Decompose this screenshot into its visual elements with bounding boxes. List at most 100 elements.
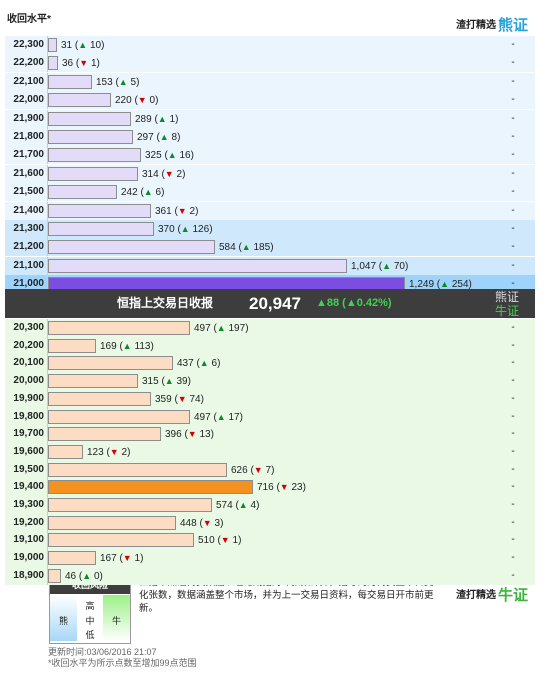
bear-row: 21,700 325 (▲ 16) - — [5, 146, 535, 164]
up-arrow-icon: ▲ — [241, 242, 251, 252]
bull-close-paren: ) — [127, 447, 131, 458]
bear-dash: - — [511, 205, 515, 216]
bull-dash: - — [511, 481, 515, 492]
bear-divider — [47, 36, 48, 54]
bear-level: 21,100 — [13, 260, 44, 271]
bull-count: 716 — [257, 482, 274, 493]
bear-bar — [48, 148, 141, 162]
bull-divider — [47, 514, 48, 532]
bull-row: 19,300 574 (▲ 4) - — [5, 496, 535, 514]
bear-row: 21,800 297 (▲ 8) - — [5, 128, 535, 146]
bull-count: 169 — [100, 341, 117, 352]
banner-bull-label: 牛证 — [495, 304, 520, 318]
up-arrow-icon: ▲ — [238, 500, 248, 510]
bear-level: 21,300 — [13, 223, 44, 234]
bull-close-paren: ) — [150, 341, 154, 352]
bull-open-paren: ( — [116, 341, 123, 352]
bear-dash: - — [511, 241, 515, 252]
bull-open-paren: ( — [196, 518, 203, 529]
legend-mid: 中 — [85, 616, 95, 626]
bear-change: 1 — [169, 114, 176, 125]
bull-value: 437 (▲ 6) — [177, 354, 220, 372]
bear-close-paren: ) — [270, 242, 274, 253]
bull-divider — [47, 496, 48, 514]
bull-value: 315 (▲ 39) — [142, 372, 191, 390]
bull-close-paren: ) — [187, 376, 191, 387]
bull-close-paren: ) — [210, 429, 214, 440]
bear-open-paren: ( — [158, 169, 165, 180]
up-arrow-icon: ▲ — [157, 114, 167, 124]
bull-close-paren: ) — [99, 571, 103, 582]
bull-open-paren: ( — [210, 412, 217, 423]
bear-close-paren: ) — [190, 150, 194, 161]
up-arrow-icon: ▲ — [82, 571, 92, 581]
bull-dash: - — [511, 322, 515, 333]
bull-bar — [48, 410, 190, 424]
bear-bar — [48, 93, 111, 107]
up-arrow-icon: ▲ — [216, 323, 226, 333]
bear-change: 16 — [179, 150, 191, 161]
bull-divider — [47, 354, 48, 372]
bull-level: 19,700 — [13, 428, 44, 439]
bull-value: 359 (▼ 74) — [155, 390, 204, 408]
bull-dash: - — [511, 428, 515, 439]
brand-bear-label: 熊证 — [497, 17, 528, 34]
bear-dash: - — [511, 39, 515, 50]
bull-open-paren: ( — [171, 394, 178, 405]
bear-count: 1,249 — [409, 279, 435, 290]
bull-level: 19,900 — [13, 393, 44, 404]
bear-count: 31 — [61, 40, 73, 51]
bull-level: 19,300 — [13, 499, 44, 510]
bear-value: 220 (▼ 0) — [115, 91, 158, 109]
up-arrow-icon: ▲ — [164, 376, 174, 386]
hsi-close-banner: 恒指上交易日收报 20,947 ▲88 (▲0.42%) 熊证 牛证 — [5, 289, 535, 318]
down-arrow-icon: ▼ — [177, 206, 187, 216]
bull-close-paren: ) — [302, 482, 306, 493]
up-arrow-icon: ▲ — [159, 132, 169, 142]
bear-open-paren: ( — [73, 58, 80, 69]
bull-value: 497 (▲ 17) — [194, 408, 243, 426]
bear-change: 2 — [176, 169, 183, 180]
down-arrow-icon: ▼ — [202, 518, 212, 528]
bear-dash: - — [511, 223, 515, 234]
bear-bar — [48, 112, 131, 126]
bear-count: 297 — [137, 132, 154, 143]
bull-bar — [48, 533, 194, 547]
bear-row: 21,100 1,047 (▲ 70) - — [5, 257, 535, 275]
bull-row: 19,600 123 (▼ 2) - — [5, 443, 535, 461]
bull-divider — [47, 478, 48, 496]
legend-bear: 熊 — [58, 616, 68, 626]
bull-bar — [48, 498, 212, 512]
bull-value: 448 (▼ 3) — [180, 514, 223, 532]
down-arrow-icon: ▼ — [79, 58, 89, 68]
bear-row: 21,600 314 (▼ 2) - — [5, 165, 535, 183]
bear-bar — [48, 38, 57, 52]
bear-divider — [47, 165, 48, 183]
bull-open-paren: ( — [247, 465, 254, 476]
legend-bull-gradient — [103, 595, 130, 641]
bear-open-paren: ( — [151, 114, 158, 125]
bull-change: 17 — [228, 412, 240, 423]
bear-close-paren: ) — [96, 58, 100, 69]
bull-row: 19,500 626 (▼ 7) - — [5, 461, 535, 479]
bull-open-paren: ( — [232, 500, 239, 511]
bull-count: 46 — [65, 571, 77, 582]
bear-divider — [47, 275, 48, 293]
bear-change: 1 — [90, 58, 97, 69]
bull-divider — [47, 425, 48, 443]
bear-count: 153 — [96, 77, 113, 88]
bull-divider — [47, 337, 48, 355]
bear-divider — [47, 238, 48, 256]
bear-dash: - — [511, 149, 515, 160]
bull-level: 19,500 — [13, 464, 44, 475]
bull-close-paren: ) — [239, 412, 243, 423]
bull-change: 6 — [211, 358, 218, 369]
bear-value: 31 (▲ 10) — [61, 36, 104, 54]
bull-level: 19,800 — [13, 411, 44, 422]
up-arrow-icon: ▲ — [216, 412, 226, 422]
bear-open-paren: ( — [171, 206, 178, 217]
legend-bull: 牛 — [111, 616, 121, 626]
brand-bull-label: 牛证 — [497, 587, 528, 604]
bear-dash: - — [511, 168, 515, 179]
bull-count: 315 — [142, 376, 159, 387]
